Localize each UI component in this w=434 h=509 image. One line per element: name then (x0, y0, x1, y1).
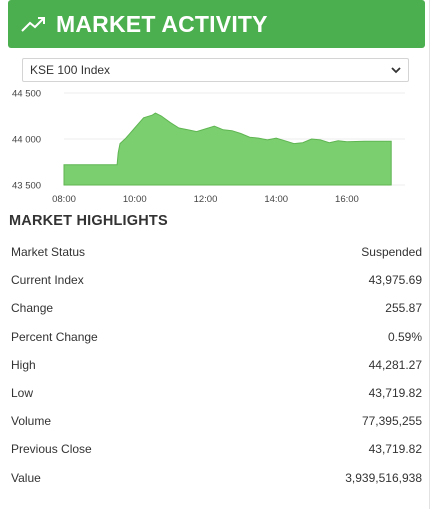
highlight-label: Market Status (11, 245, 86, 259)
y-tick-label: 44 500 (12, 89, 41, 100)
highlight-row: High 44,281.27 (0, 351, 434, 379)
highlight-label: Value (11, 470, 41, 485)
highlight-label: Change (11, 301, 54, 316)
highlight-row: Previous Close 43,719.82 (0, 435, 434, 463)
highlight-row: Market Status Suspended (0, 238, 434, 266)
chart-area-series (63, 112, 392, 186)
widget-title: MARKET ACTIVITY (56, 10, 268, 37)
highlight-value: Suspended (361, 245, 422, 259)
highlight-row: Volume 77,395,255 (0, 407, 434, 435)
y-tick-label: 43 500 (12, 181, 41, 192)
highlight-value: 43,719.82 (368, 442, 422, 457)
trending-up-icon (20, 14, 48, 34)
highlight-value: 3,939,516,938 (345, 470, 422, 485)
highlight-row: Percent Change 0.59% (0, 323, 434, 351)
highlight-value: 43,719.82 (368, 386, 422, 400)
chart-svg: 44 500 44 000 43 500 08:00 10:00 12:00 14:00 16… (12, 89, 405, 205)
x-tick-label: 12:00 (194, 194, 218, 205)
index-select-value: KSE 100 Index (30, 63, 111, 77)
highlight-row: Value 3,939,516,938 (0, 464, 434, 492)
y-tick-label: 44 000 (12, 135, 41, 146)
highlight-value: 0.59% (387, 329, 422, 344)
highlight-value: 255.87 (385, 301, 422, 316)
highlight-label: Volume (11, 414, 52, 429)
x-tick-label: 10:00 (123, 194, 147, 205)
highlight-label: Current Index (11, 273, 84, 288)
highlight-row: Current Index 43,975.69 (0, 266, 434, 294)
x-tick-label: 08:00 (52, 194, 76, 205)
highlight-label: Low (11, 386, 34, 400)
index-select[interactable]: KSE 100 Index (22, 58, 409, 82)
highlight-row: Low 43,719.82 (0, 379, 434, 407)
divider (429, 0, 430, 509)
highlight-value: 77,395,255 (361, 414, 422, 429)
widget-header: MARKET ACTIVITY (8, 0, 425, 48)
highlight-value: 44,281.27 (368, 357, 422, 372)
x-tick-label: 16:00 (335, 194, 359, 205)
highlight-row: Change 255.87 (0, 294, 434, 322)
highlights-title: MARKET HIGHLIGHTS (9, 213, 168, 229)
x-tick-label: 14:00 (264, 194, 288, 205)
highlight-label: High (11, 357, 36, 372)
index-chart: 44 500 44 000 43 500 08:00 10:00 12:00 14:00 16… (0, 84, 420, 208)
highlight-value: 43,975.69 (368, 273, 422, 288)
highlight-label: Percent Change (11, 329, 98, 344)
chevron-down-icon (389, 63, 403, 77)
highlight-label: Previous Close (11, 442, 92, 457)
